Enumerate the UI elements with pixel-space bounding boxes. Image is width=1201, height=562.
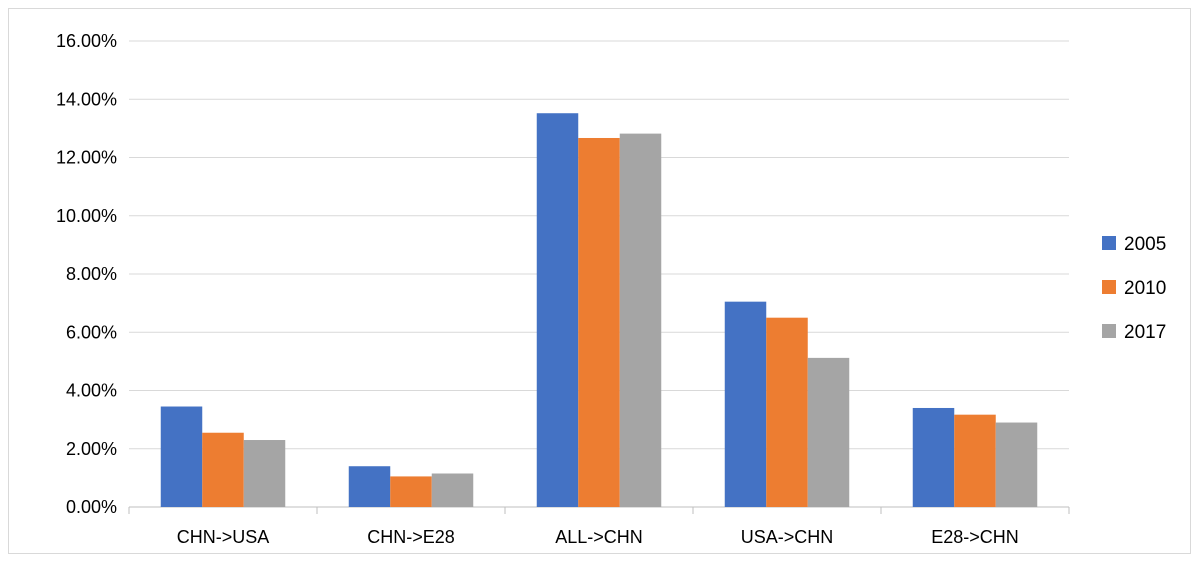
y-tick-label: 14.00% xyxy=(56,89,117,109)
y-tick-label: 12.00% xyxy=(56,148,117,168)
bar-chart: 0.00% 2.00% 4.00% 6.00% 8.00% 10.00% 12.00% 14.… xyxy=(56,31,1166,547)
bar-2010-2 xyxy=(578,137,620,507)
bar-2010-0 xyxy=(202,432,244,507)
bar-2010-1 xyxy=(390,476,432,507)
legend-label: 2010 xyxy=(1124,278,1166,299)
y-tick-label: 10.00% xyxy=(56,206,117,226)
bar-2017-1 xyxy=(431,473,474,507)
y-tick-label: 2.00% xyxy=(66,439,117,459)
legend-label: 2005 xyxy=(1124,234,1166,255)
bar-2017-4 xyxy=(995,422,1038,507)
y-tick-label: 6.00% xyxy=(66,322,117,342)
bar-2017-3 xyxy=(807,357,850,507)
x-category-label: CHN->USA xyxy=(177,527,270,547)
legend-swatch-2010 xyxy=(1102,280,1116,294)
bar-2010-3 xyxy=(766,317,808,507)
y-tick-label: 4.00% xyxy=(66,381,117,401)
bar-2005-3 xyxy=(724,301,767,507)
legend-swatch-2017 xyxy=(1102,324,1116,338)
bar-2005-1 xyxy=(348,466,391,507)
bar-2017-0 xyxy=(243,440,286,507)
bar-2005-2 xyxy=(536,113,579,507)
legend-swatch-2005 xyxy=(1102,236,1116,250)
x-category-label: E28->CHN xyxy=(931,527,1019,547)
y-tick-label: 16.00% xyxy=(56,31,117,51)
bar-2017-2 xyxy=(619,133,662,507)
legend-label: 2017 xyxy=(1124,322,1166,343)
chart-frame: 0.00% 2.00% 4.00% 6.00% 8.00% 10.00% 12.00% 14.… xyxy=(8,8,1191,554)
x-category-label: ALL->CHN xyxy=(555,527,643,547)
bar-2005-0 xyxy=(160,406,203,507)
bar-2010-4 xyxy=(954,414,996,507)
y-tick-label: 8.00% xyxy=(66,264,117,284)
x-category-label: CHN->E28 xyxy=(367,527,455,547)
bar-2005-4 xyxy=(912,407,955,507)
y-tick-label: 0.00% xyxy=(66,497,117,517)
x-category-label: USA->CHN xyxy=(741,527,834,547)
